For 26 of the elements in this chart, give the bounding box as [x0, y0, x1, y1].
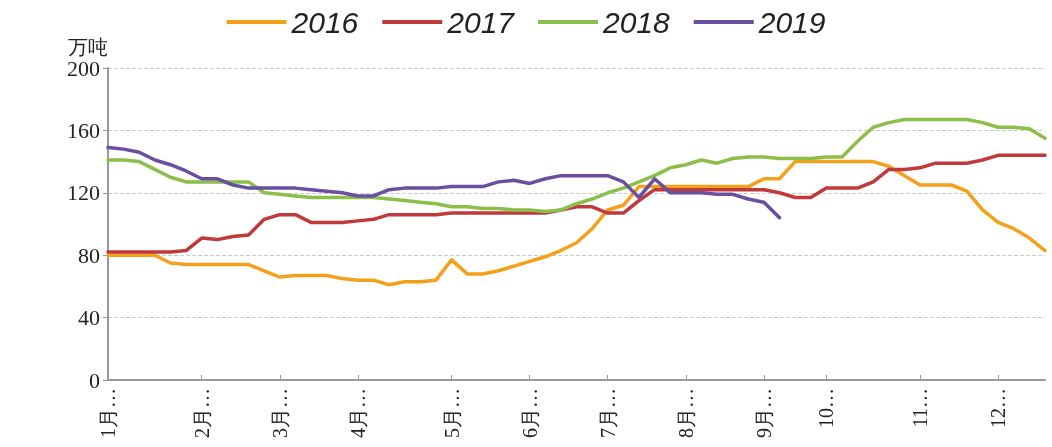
legend-label: 2016 [290, 5, 359, 39]
line-series [106, 153, 1047, 254]
y-tick-label: 0 [89, 367, 100, 393]
y-tick-label: 40 [78, 305, 100, 331]
legend-label: 2017 [446, 5, 516, 39]
line-series [106, 117, 1047, 214]
x-tick-label: 10… [815, 388, 838, 428]
x-tick-label: 12… [987, 388, 1010, 428]
x-tick-label: 8月… [674, 388, 697, 438]
x-tick-label: 11… [909, 388, 932, 428]
y-axis-title: 万吨 [68, 35, 108, 60]
legend-label: 2019 [757, 5, 826, 39]
x-tick-label: 4月… [346, 388, 369, 438]
y-tick-label: 80 [78, 242, 100, 268]
x-tick-label: 7月… [596, 388, 619, 438]
x-tick-label: 2月… [190, 388, 213, 438]
line-series [106, 159, 1047, 287]
y-tick-label: 120 [67, 180, 100, 206]
x-tick-label: 9月… [752, 388, 775, 438]
x-tick-label: 5月… [440, 388, 463, 438]
legend-label: 2018 [602, 5, 671, 39]
line-series [106, 145, 782, 220]
x-tick-label: 3月… [268, 388, 291, 438]
x-tick-label: 6月… [518, 388, 541, 438]
x-tick-label: 1月… [97, 388, 119, 438]
y-tick-label: 160 [67, 117, 100, 143]
